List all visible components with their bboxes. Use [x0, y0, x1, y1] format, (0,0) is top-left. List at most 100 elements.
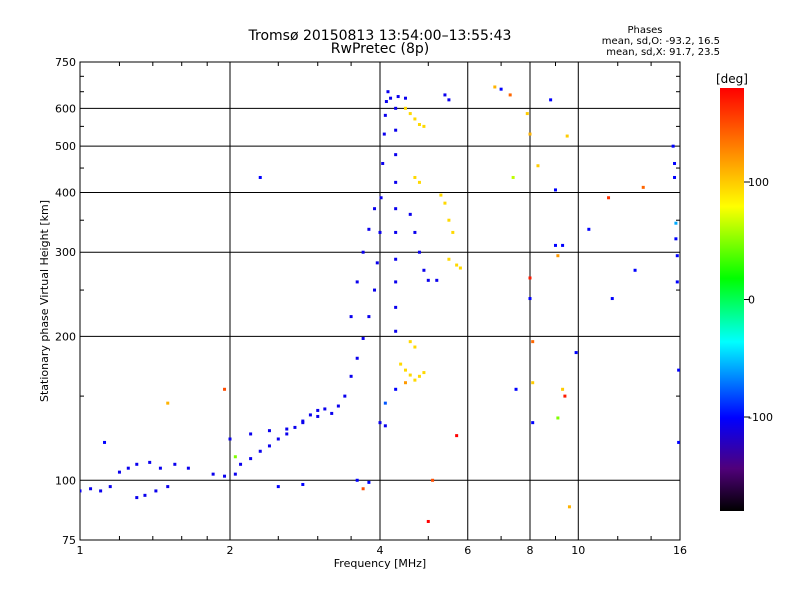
echo-point	[381, 161, 385, 165]
echo-point	[361, 487, 365, 491]
echo-point	[301, 419, 305, 423]
echo-point	[386, 90, 390, 94]
echo-point	[394, 128, 398, 132]
echo-point	[447, 257, 451, 261]
echo-point	[435, 278, 439, 282]
echo-point	[408, 112, 412, 116]
echo-point	[413, 117, 417, 121]
x-tick-label: 8	[527, 544, 534, 557]
axis-ticks	[80, 62, 680, 540]
echo-point	[301, 482, 305, 486]
echo-point	[508, 93, 512, 97]
echo-point	[531, 381, 535, 385]
echo-point	[675, 254, 679, 258]
echo-point	[677, 440, 680, 444]
phases-x-stats: mean, sd,X: 91.7, 23.5	[606, 47, 720, 58]
x-tick-label: 10	[571, 544, 585, 557]
echo-point	[674, 221, 678, 225]
echo-point	[211, 472, 215, 476]
y-tick-label: 500	[55, 140, 76, 153]
colorbar-tick-label: 100	[748, 176, 769, 189]
echo-point	[394, 387, 398, 391]
echo-point	[455, 263, 459, 267]
echo-point	[531, 421, 535, 425]
echo-point	[553, 188, 557, 192]
echo-point	[166, 485, 170, 489]
x-tick-label: 6	[464, 544, 471, 557]
echo-point	[384, 100, 388, 104]
echo-point	[561, 243, 565, 247]
echo-point	[447, 218, 451, 222]
y-tick-label: 300	[55, 246, 76, 259]
y-tick-label: 75	[62, 534, 76, 547]
echo-point	[673, 161, 677, 165]
echo-point	[565, 134, 569, 138]
x-tick-labels: 1 2 4 6 8 10 16	[77, 544, 688, 557]
chart-subtitle: RwPretec (8p)	[331, 41, 429, 57]
echo-point	[422, 371, 426, 375]
echo-point	[561, 387, 565, 391]
echo-point	[451, 230, 455, 234]
echo-point	[499, 87, 503, 91]
echo-point	[361, 336, 365, 340]
echo-point	[349, 315, 353, 319]
echo-point	[408, 212, 412, 216]
echo-point	[373, 288, 377, 292]
echo-point	[148, 460, 152, 464]
phases-o-stats: mean, sd,O: -93.2, 16.5	[602, 36, 720, 47]
echo-point	[330, 411, 334, 415]
echo-point	[316, 408, 320, 412]
echo-point	[336, 404, 340, 408]
echo-point	[556, 254, 560, 258]
echo-point	[228, 437, 232, 441]
echo-point	[528, 276, 532, 280]
echo-point	[408, 373, 412, 377]
echo-point	[455, 434, 459, 438]
echo-point	[379, 196, 383, 200]
y-tick-labels: 75 100 200 300 400 500 600 750	[55, 56, 76, 547]
echo-point	[293, 425, 297, 429]
echo-point	[355, 478, 359, 482]
echo-point	[556, 416, 560, 420]
echo-point	[323, 407, 327, 411]
echo-point	[89, 487, 93, 491]
echo-point	[249, 457, 253, 461]
echo-point	[413, 230, 417, 234]
echo-point	[413, 378, 417, 382]
y-tick-label: 750	[55, 56, 76, 69]
echo-point	[417, 123, 421, 127]
echo-point	[135, 496, 139, 500]
echo-point	[223, 474, 227, 478]
grid-lines	[80, 62, 680, 540]
echo-point	[108, 485, 112, 489]
echo-point	[389, 96, 393, 100]
echo-point	[399, 362, 403, 366]
echo-point	[607, 196, 611, 200]
echo-point	[671, 144, 675, 148]
echo-point	[403, 381, 407, 385]
echo-point	[383, 401, 387, 405]
echo-point	[403, 368, 407, 372]
echo-point	[135, 462, 139, 466]
echo-point	[417, 250, 421, 254]
echo-point	[528, 297, 532, 301]
echo-point	[394, 106, 398, 110]
chart-title: Tromsø 20150813 13:54:00–13:55:43	[248, 28, 512, 44]
echo-point	[349, 374, 353, 378]
echo-point	[413, 345, 417, 349]
echo-point	[443, 201, 447, 205]
echo-point	[394, 280, 398, 284]
echo-point	[394, 230, 398, 234]
echo-point	[443, 93, 447, 97]
echo-point	[403, 106, 407, 110]
echo-point	[458, 266, 462, 270]
echo-point	[417, 180, 421, 184]
echo-points	[80, 85, 680, 523]
echo-point	[396, 95, 400, 99]
echo-point	[549, 98, 553, 102]
echo-point	[103, 440, 107, 444]
echo-point	[674, 237, 678, 241]
echo-point	[382, 132, 386, 136]
echo-point	[394, 305, 398, 309]
